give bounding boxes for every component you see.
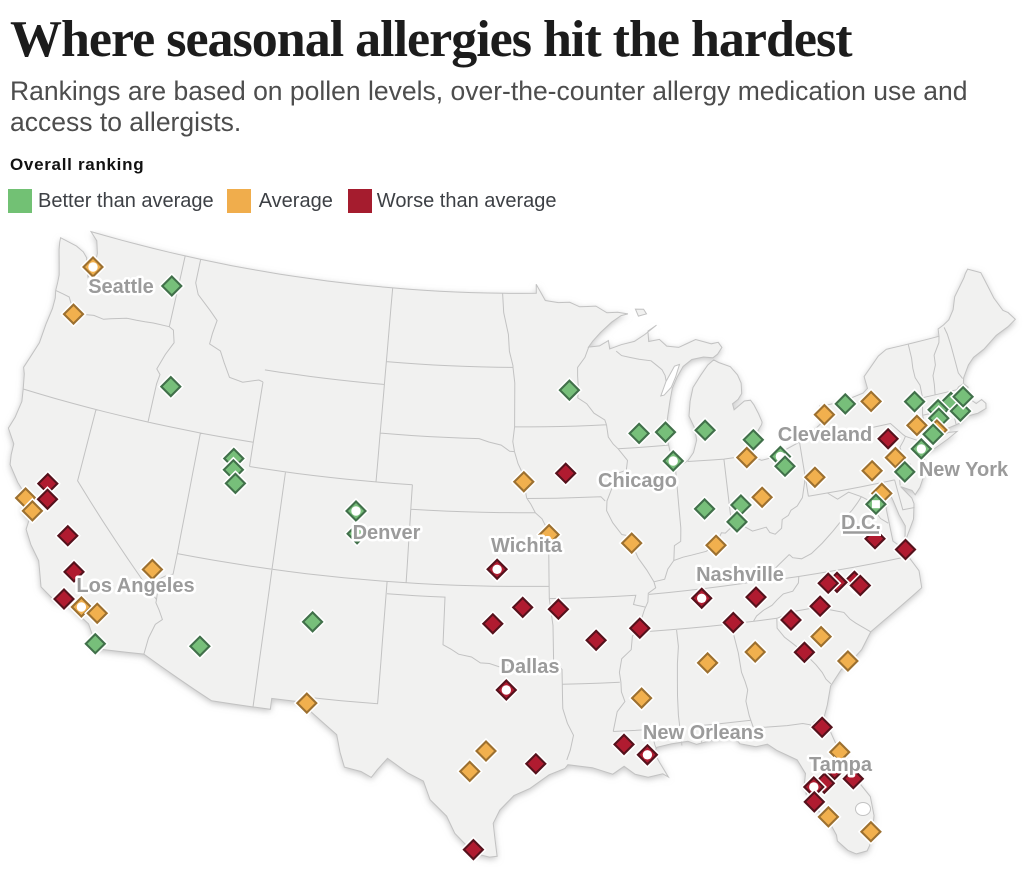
svg-text:Los Angeles: Los Angeles	[76, 575, 194, 597]
svg-text:Cleveland: Cleveland	[778, 424, 872, 446]
svg-text:Seattle: Seattle	[88, 276, 154, 298]
svg-text:New York: New York	[919, 459, 1009, 481]
svg-text:Dallas: Dallas	[501, 656, 560, 678]
svg-text:Denver: Denver	[353, 522, 421, 544]
svg-text:Chicago: Chicago	[598, 470, 677, 492]
svg-text:Wichita: Wichita	[491, 535, 563, 557]
svg-text:New Orleans: New Orleans	[643, 722, 764, 744]
svg-text:Tampa: Tampa	[809, 754, 873, 776]
svg-text:Nashville: Nashville	[696, 564, 784, 586]
svg-text:D.C.: D.C.	[841, 512, 881, 534]
